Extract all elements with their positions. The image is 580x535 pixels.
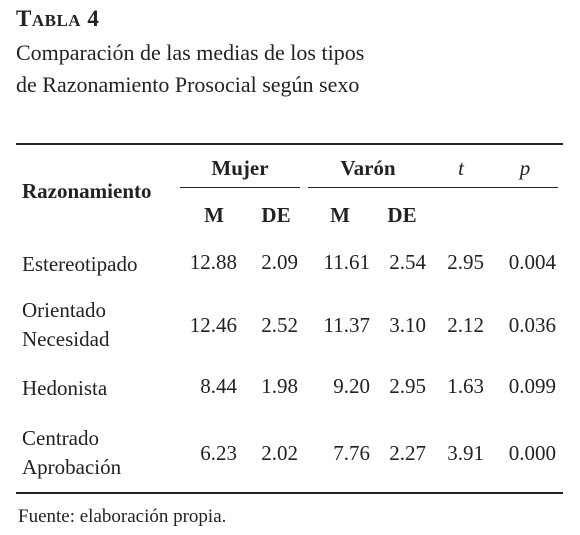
cell-de-varon: 2.27 xyxy=(389,441,426,465)
row-label-line: Necesidad xyxy=(22,327,110,351)
table-source-note: Fuente: elaboración propia. xyxy=(18,506,227,527)
table-label-initial: T xyxy=(16,6,32,31)
caption-line-2: de Razonamiento Prosocial según sexo xyxy=(16,72,360,97)
column-group-mujer: Mujer xyxy=(211,156,269,180)
varon-underline xyxy=(308,187,558,188)
cell-de-varon: 2.95 xyxy=(389,374,426,398)
cell-de-mujer: 2.02 xyxy=(261,441,298,465)
cell-m-mujer: 12.88 xyxy=(189,250,237,274)
column-header-m-varon: M xyxy=(330,203,350,227)
table-top-rule xyxy=(16,143,563,145)
cell-t: 2.12 xyxy=(447,313,484,337)
cell-m-varon: 7.76 xyxy=(333,441,370,465)
row-label-estereotipado: Estereotipado xyxy=(22,250,137,279)
cell-de-varon: 3.10 xyxy=(389,313,426,337)
row-label-line: Orientado xyxy=(22,298,106,322)
mujer-underline xyxy=(180,187,300,188)
row-label-line: Hedonista xyxy=(22,376,108,400)
table-label-smallcaps: ABLA xyxy=(31,11,82,30)
row-label-line: Centrado xyxy=(22,426,99,450)
cell-p: 0.099 xyxy=(508,374,556,398)
column-header-de-varon: DE xyxy=(387,203,417,227)
cell-p: 0.000 xyxy=(508,441,556,465)
cell-m-mujer: 6.23 xyxy=(200,441,237,465)
cell-m-varon: 11.37 xyxy=(323,313,370,337)
cell-de-mujer: 2.09 xyxy=(261,250,298,274)
table-label: TABLA 4 xyxy=(16,6,99,32)
row-label-orientado-necesidad: Orientado Necesidad xyxy=(22,296,109,354)
cell-de-varon: 2.54 xyxy=(389,250,426,274)
cell-m-varon: 11.61 xyxy=(323,250,370,274)
cell-de-mujer: 2.52 xyxy=(261,313,298,337)
cell-t: 1.63 xyxy=(447,374,484,398)
column-group-varon: Varón xyxy=(340,156,396,180)
row-label-line: Estereotipado xyxy=(22,252,138,276)
table-caption: Comparación de las medias de los tipos d… xyxy=(16,37,556,101)
cell-m-mujer: 8.44 xyxy=(200,374,237,398)
column-header-de-mujer: DE xyxy=(261,203,291,227)
table-bottom-rule xyxy=(16,492,563,494)
cell-t: 3.91 xyxy=(447,441,484,465)
cell-de-mujer: 1.98 xyxy=(261,374,298,398)
column-header-m-mujer: M xyxy=(204,203,224,227)
cell-t: 2.95 xyxy=(447,250,484,274)
row-label-line: Aprobación xyxy=(22,455,122,479)
row-label-hedonista: Hedonista xyxy=(22,374,107,403)
column-header-t: t xyxy=(458,156,464,180)
row-label-centrado-aprobacion: Centrado Aprobación xyxy=(22,424,121,482)
cell-p: 0.004 xyxy=(508,250,556,274)
column-header-p: p xyxy=(519,156,531,180)
cell-m-mujer: 12.46 xyxy=(189,313,237,337)
cell-p: 0.036 xyxy=(508,313,556,337)
column-header-razonamiento: Razonamiento xyxy=(22,179,152,203)
caption-line-1: Comparación de las medias de los tipos xyxy=(16,40,365,65)
cell-m-varon: 9.20 xyxy=(333,374,370,398)
table-label-number: 4 xyxy=(81,6,100,31)
